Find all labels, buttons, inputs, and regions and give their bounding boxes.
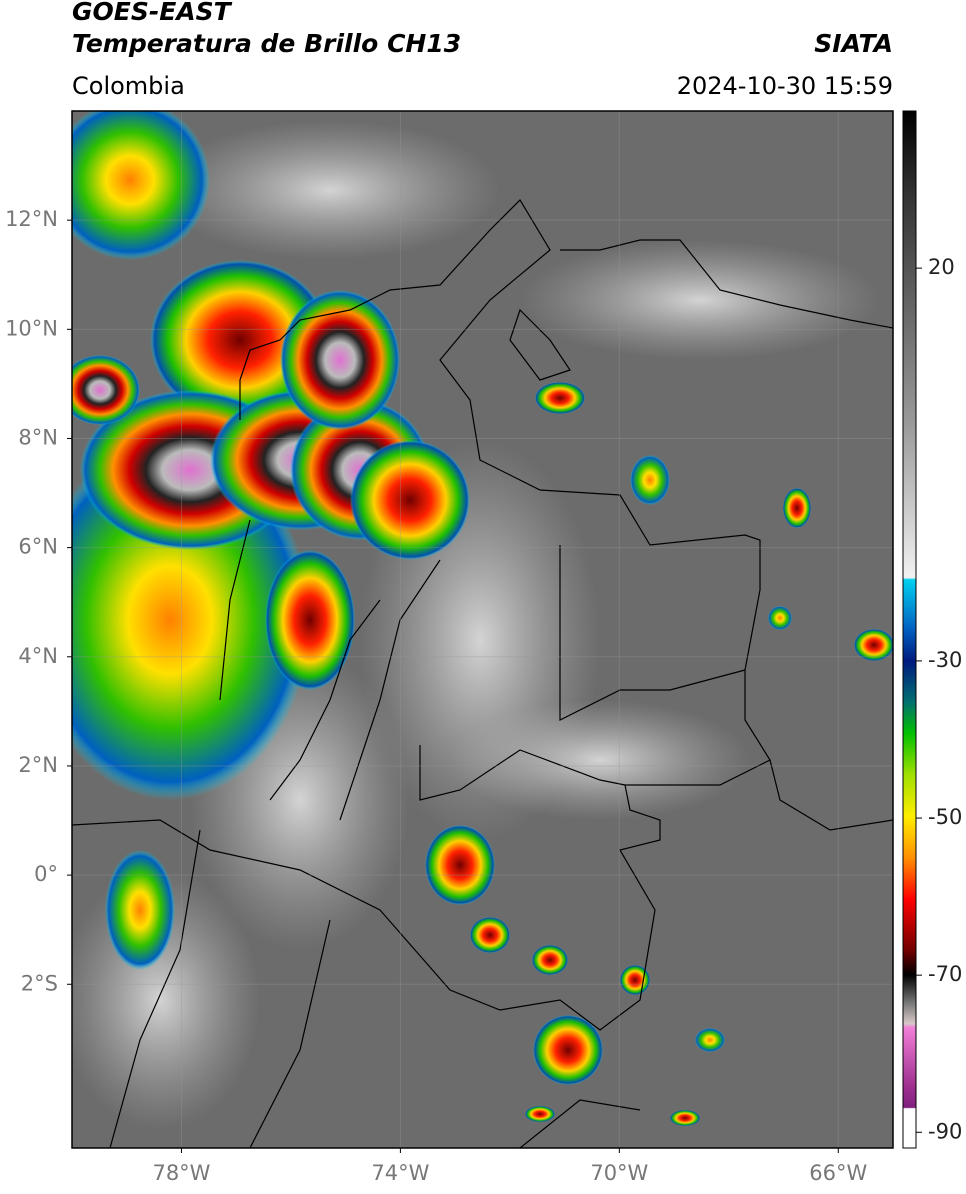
- colorbar-tick-label: -30: [928, 648, 962, 672]
- title: GOES-EAST: [72, 0, 233, 26]
- y-tick-label: 4°N: [18, 644, 58, 668]
- colorbar-tick-label: 20: [928, 255, 955, 279]
- subtitle: Temperatura de Brillo CH13: [72, 29, 461, 58]
- satellite-image: [72, 111, 893, 1148]
- colorbar: [902, 110, 917, 1149]
- grid: [72, 111, 893, 1148]
- x-tick-label: 74°W: [371, 1161, 429, 1185]
- y-tick-label: 8°N: [18, 425, 58, 449]
- x-tick-label: 70°W: [590, 1161, 648, 1185]
- y-tick-label: 12°N: [5, 207, 58, 231]
- map-frame: [71, 110, 894, 1149]
- colorbar-tick-label: -50: [928, 805, 962, 829]
- region: Colombia: [72, 72, 185, 100]
- y-tick-label: 2°S: [21, 971, 58, 995]
- colorbar-tick-label: -90: [928, 1119, 962, 1143]
- colorbar-tick-label: -70: [928, 962, 962, 986]
- source: SIATA: [814, 29, 893, 58]
- x-tick-label: 78°W: [152, 1161, 210, 1185]
- y-tick-label: 0°: [34, 862, 58, 886]
- y-tick-label: 6°N: [18, 535, 58, 559]
- y-tick-label: 2°N: [18, 753, 58, 777]
- datetime: 2024-10-30 15:59: [677, 72, 893, 100]
- y-tick-label: 10°N: [5, 316, 58, 340]
- x-tick-label: 66°W: [809, 1161, 867, 1185]
